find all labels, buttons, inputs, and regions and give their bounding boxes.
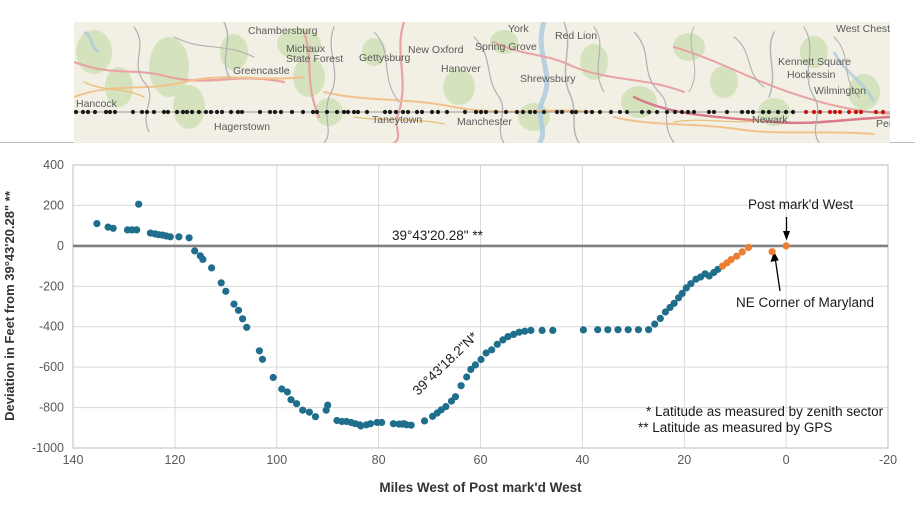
svg-text:100: 100 [266, 453, 287, 467]
svg-text:-20: -20 [879, 453, 897, 467]
svg-text:New Oxford: New Oxford [408, 44, 464, 56]
svg-text:0: 0 [783, 453, 790, 467]
svg-text:80: 80 [372, 453, 386, 467]
svg-text:0: 0 [57, 239, 64, 253]
svg-text:Wilmington: Wilmington [814, 85, 866, 97]
svg-text:** Latitude as measured by GPS: ** Latitude as measured by GPS [638, 420, 832, 435]
svg-text:Spring Grove: Spring Grove [475, 41, 537, 53]
svg-text:60: 60 [474, 453, 488, 467]
svg-text:Hagerstown: Hagerstown [214, 121, 270, 133]
svg-text:200: 200 [43, 198, 64, 212]
svg-text:Manchester: Manchester [457, 116, 512, 128]
svg-text:Red Lion: Red Lion [555, 30, 597, 42]
svg-text:-800: -800 [39, 401, 64, 415]
svg-text:Kennett Square: Kennett Square [778, 56, 851, 68]
svg-text:Taneytown: Taneytown [372, 114, 422, 126]
svg-text:120: 120 [164, 453, 185, 467]
svg-text:Hockessin: Hockessin [787, 69, 836, 81]
svg-text:140: 140 [63, 453, 84, 467]
svg-text:Chambersburg: Chambersburg [248, 25, 318, 37]
svg-text:400: 400 [43, 158, 64, 172]
svg-text:Hanover: Hanover [441, 63, 481, 75]
svg-text:State Forest: State Forest [286, 53, 343, 65]
svg-text:-1000: -1000 [32, 441, 64, 455]
svg-text:NE Corner of Maryland: NE Corner of Maryland [736, 295, 874, 310]
svg-text:Shrewsbury: Shrewsbury [520, 73, 576, 85]
svg-text:York: York [508, 23, 529, 35]
svg-text:39°43'20.28" **: 39°43'20.28" ** [392, 228, 484, 243]
svg-text:* Latitude as measured by zeni: * Latitude as measured by zenith sector [646, 404, 884, 419]
svg-text:Greencastle: Greencastle [233, 65, 290, 77]
svg-text:-400: -400 [39, 320, 64, 334]
svg-text:Hancock: Hancock [76, 98, 118, 110]
svg-text:Gettysburg: Gettysburg [359, 52, 411, 64]
svg-text:Pennsville: Pennsville [876, 118, 890, 130]
svg-text:Post mark'd West: Post mark'd West [748, 197, 853, 212]
svg-text:20: 20 [677, 453, 691, 467]
svg-text:Newark: Newark [752, 114, 788, 126]
svg-text:40: 40 [575, 453, 589, 467]
svg-text:-600: -600 [39, 360, 64, 374]
svg-text:West Chester: West Chester [836, 23, 890, 35]
svg-text:-200: -200 [39, 279, 64, 293]
